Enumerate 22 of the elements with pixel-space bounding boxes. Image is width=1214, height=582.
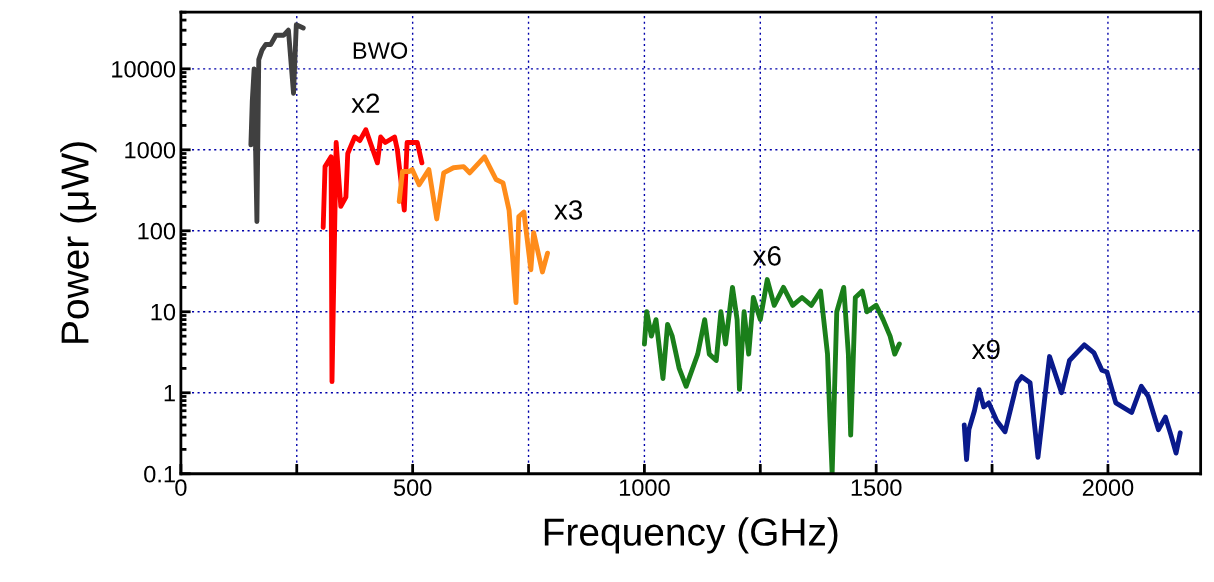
text: BWO [353,42,408,59]
y-tick-label: 1 [164,385,175,402]
series-label: x2 [351,93,380,113]
y-axis-title: Power (μW) [60,142,97,343]
x-tick-label: 0 [175,479,187,496]
line-series [641,277,902,474]
line-series [320,127,425,385]
series-label: x3 [554,200,583,220]
y-tick-label: 10 [151,303,176,321]
x-axis-title: Frequency (GHz) [544,517,838,554]
x-tick-label: 2000 [1082,479,1134,496]
series-label: x6 [752,246,781,266]
x-tick-label: 1000 [619,479,670,496]
series-label: x9 [971,339,1000,360]
y-tick-label: 100 [138,222,176,240]
line-series [396,154,550,305]
y-tick-label: 1000 [125,141,176,159]
x-tick-label: 1500 [851,479,902,496]
y-tick-label: 0.1 [144,465,175,483]
y-tick-label: 10000 [112,60,176,78]
x-tick-label: 500 [393,479,432,496]
line-series [248,22,306,224]
